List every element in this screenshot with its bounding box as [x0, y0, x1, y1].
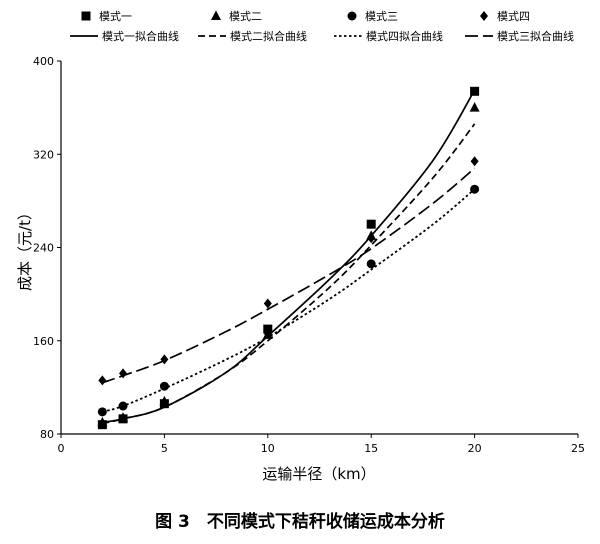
x-tick-label: 0 — [58, 442, 65, 455]
data-point-series-4 — [470, 156, 479, 167]
data-point-series-3 — [159, 381, 169, 391]
x-tick-label: 15 — [364, 442, 378, 455]
data-markers — [97, 86, 480, 430]
data-point-series-1 — [470, 86, 480, 96]
data-point-series-2 — [97, 416, 108, 427]
legend-label-fit-2: 模式二拟合曲线 — [230, 29, 307, 43]
figure-caption: 图 3 不同模式下秸秆收储运成本分析 — [155, 511, 445, 532]
x-tick-label: 25 — [571, 442, 585, 455]
legend-marker-2 — [211, 10, 221, 20]
legend-label-series-2: 模式二 — [229, 10, 262, 23]
fit-curve-3 — [102, 188, 476, 413]
data-point-series-3 — [263, 326, 273, 336]
legend-label-fit-4: 模式三拟合曲线 — [497, 29, 574, 43]
data-point-series-4 — [367, 233, 376, 244]
data-point-series-4 — [160, 354, 169, 365]
legend-label-series-3: 模式三 — [365, 10, 398, 23]
fit-curves — [102, 89, 476, 425]
legend-label-fit-1: 模式一拟合曲线 — [102, 29, 179, 43]
fit-curve-4 — [102, 167, 476, 384]
y-tick-label: 240 — [33, 242, 54, 255]
axes: 0 5 10 15 20 25 80 160 240 320 400 — [33, 55, 585, 455]
y-tick-label: 160 — [33, 335, 54, 348]
data-point-series-3 — [97, 407, 107, 417]
data-point-series-4 — [263, 298, 272, 309]
fit-curve-2 — [102, 123, 476, 425]
legend-marker-4 — [480, 11, 488, 21]
data-point-series-2 — [469, 102, 480, 112]
data-point-series-3 — [118, 401, 128, 411]
y-tick-label: 80 — [40, 428, 54, 441]
data-point-series-4 — [119, 368, 128, 379]
data-point-series-2 — [159, 395, 170, 406]
legend-marker-3 — [347, 11, 357, 21]
legend-label-series-4: 模式四 — [497, 10, 530, 23]
y-tick-label: 320 — [33, 148, 54, 161]
x-tick-label: 20 — [468, 442, 482, 455]
data-point-series-4 — [98, 375, 107, 386]
legend-label-series-1: 模式一 — [99, 10, 132, 23]
fit-curve-1 — [102, 89, 476, 424]
data-point-series-2 — [118, 412, 129, 422]
x-tick-label: 10 — [261, 442, 275, 455]
data-point-series-3 — [470, 184, 480, 194]
x-tick-label: 5 — [161, 442, 168, 455]
data-point-series-1 — [366, 219, 376, 229]
x-axis-title: 运输半径（km） — [262, 465, 375, 483]
y-axis-title: 成本（元/t） — [16, 205, 34, 291]
legend-label-fit-3: 模式四拟合曲线 — [366, 29, 443, 43]
data-point-series-3 — [366, 259, 376, 269]
y-tick-label: 400 — [33, 55, 54, 68]
legend-marker-1 — [81, 11, 91, 21]
